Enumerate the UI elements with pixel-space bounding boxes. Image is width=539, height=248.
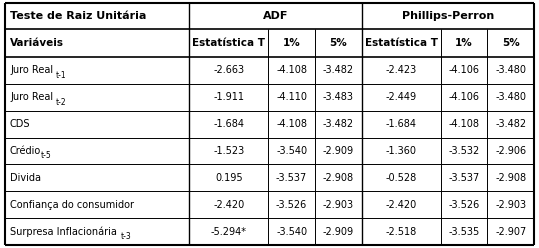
Text: -3.526: -3.526 (448, 200, 480, 210)
Text: -2.663: -2.663 (213, 65, 244, 75)
Text: -2.903: -2.903 (323, 200, 354, 210)
Text: -4.108: -4.108 (276, 119, 307, 129)
Text: -4.108: -4.108 (448, 119, 480, 129)
Text: -4.108: -4.108 (276, 65, 307, 75)
Text: -3.483: -3.483 (323, 92, 354, 102)
Text: 1%: 1% (455, 38, 473, 48)
Text: -3.540: -3.540 (276, 146, 307, 156)
Text: -2.908: -2.908 (323, 173, 354, 183)
Text: 5%: 5% (502, 38, 520, 48)
Text: -2.906: -2.906 (495, 146, 526, 156)
Text: -3.540: -3.540 (276, 227, 307, 237)
Text: -2.903: -2.903 (495, 200, 526, 210)
Text: -2.423: -2.423 (385, 65, 417, 75)
Text: t-2: t-2 (56, 98, 66, 107)
Text: Divida: Divida (10, 173, 41, 183)
Text: Estatística T: Estatística T (192, 38, 265, 48)
Text: Phillips-Perron: Phillips-Perron (402, 11, 494, 21)
Text: Juro Real: Juro Real (10, 65, 53, 75)
Text: t-3: t-3 (121, 232, 132, 241)
Text: -2.449: -2.449 (385, 92, 417, 102)
Text: -1.684: -1.684 (213, 119, 244, 129)
Text: -3.537: -3.537 (448, 173, 480, 183)
Text: -3.532: -3.532 (448, 146, 480, 156)
Text: -1.684: -1.684 (386, 119, 417, 129)
Text: Teste de Raiz Unitária: Teste de Raiz Unitária (10, 11, 147, 21)
Text: -2.909: -2.909 (323, 227, 354, 237)
Text: -2.908: -2.908 (495, 173, 526, 183)
Text: Confiança do consumidor: Confiança do consumidor (10, 200, 134, 210)
Text: CDS: CDS (10, 119, 31, 129)
Text: -3.480: -3.480 (495, 92, 526, 102)
Text: -4.110: -4.110 (276, 92, 307, 102)
Text: t-1: t-1 (56, 71, 66, 80)
Text: -3.535: -3.535 (448, 227, 480, 237)
Text: -3.526: -3.526 (276, 200, 307, 210)
Text: -3.482: -3.482 (323, 119, 354, 129)
Text: -4.106: -4.106 (448, 65, 480, 75)
Text: -2.420: -2.420 (385, 200, 417, 210)
Text: t-5: t-5 (40, 151, 51, 160)
Text: -1.360: -1.360 (386, 146, 417, 156)
Text: -2.518: -2.518 (385, 227, 417, 237)
Text: 5%: 5% (329, 38, 347, 48)
Text: -3.482: -3.482 (323, 65, 354, 75)
Text: Crédio: Crédio (10, 146, 42, 156)
Text: -4.106: -4.106 (448, 92, 480, 102)
Text: -3.480: -3.480 (495, 65, 526, 75)
Text: -2.909: -2.909 (323, 146, 354, 156)
Text: -3.537: -3.537 (276, 173, 307, 183)
Text: 0.195: 0.195 (215, 173, 243, 183)
Text: Juro Real: Juro Real (10, 92, 53, 102)
Text: ADF: ADF (262, 11, 288, 21)
Text: Surpresa Inflacionária: Surpresa Inflacionária (10, 226, 117, 237)
Text: -1.911: -1.911 (213, 92, 244, 102)
Text: -0.528: -0.528 (385, 173, 417, 183)
Text: -5.294*: -5.294* (211, 227, 247, 237)
Text: -3.482: -3.482 (495, 119, 526, 129)
Text: -2.420: -2.420 (213, 200, 244, 210)
Text: 1%: 1% (283, 38, 301, 48)
Text: -2.907: -2.907 (495, 227, 526, 237)
Text: Variáveis: Variáveis (10, 38, 64, 48)
Text: -1.523: -1.523 (213, 146, 244, 156)
Text: Estatística T: Estatística T (365, 38, 438, 48)
